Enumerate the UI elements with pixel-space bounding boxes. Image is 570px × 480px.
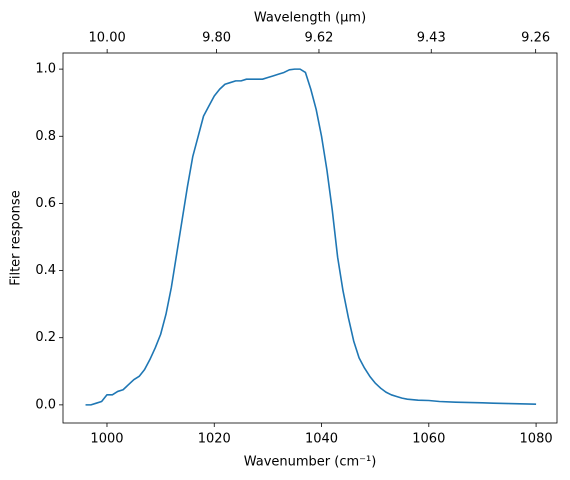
data-line bbox=[85, 68, 537, 406]
axes-frame bbox=[62, 52, 558, 424]
x2-tick-label: 9.43 bbox=[417, 31, 446, 46]
x-axis-label: Wavenumber (cm⁻¹) bbox=[244, 455, 377, 470]
x2-axis-label: Wavelength (μm) bbox=[254, 11, 366, 26]
y-tick-label: 0.0 bbox=[35, 397, 56, 412]
y-tick-label: 0.4 bbox=[35, 263, 56, 278]
y-tick-label: 1.0 bbox=[35, 62, 56, 77]
x-tick-label: 1080 bbox=[520, 432, 553, 447]
x-tick-label: 1000 bbox=[90, 432, 123, 447]
x2-tick-label: 9.80 bbox=[202, 31, 231, 46]
x-tick-label: 1060 bbox=[412, 432, 445, 447]
y-tick-label: 0.8 bbox=[35, 129, 56, 144]
x-tick-label: 1040 bbox=[305, 432, 338, 447]
y-tick-label: 0.2 bbox=[35, 330, 56, 345]
x2-tick-label: 9.62 bbox=[304, 31, 333, 46]
x2-tick-label: 10.00 bbox=[89, 31, 126, 46]
x2-tick-label: 9.26 bbox=[521, 31, 550, 46]
y-axis-label: Filter response bbox=[9, 190, 24, 285]
x-tick-label: 1020 bbox=[198, 432, 231, 447]
y-tick-label: 0.6 bbox=[35, 196, 56, 211]
